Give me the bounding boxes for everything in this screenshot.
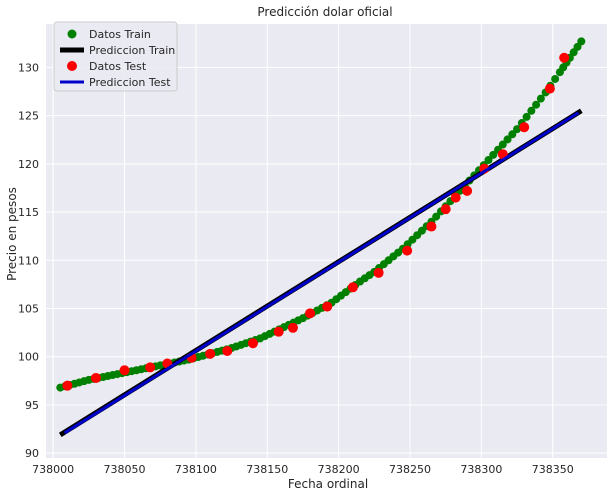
datos-test-point xyxy=(426,221,437,232)
datos-train-point xyxy=(551,74,560,83)
datos-train-point xyxy=(536,94,545,103)
datos-test-point xyxy=(247,338,258,349)
y-tick-label: 110 xyxy=(18,254,39,267)
legend-label-prediccion-train: Prediccion Train xyxy=(89,44,175,57)
datos-test-point xyxy=(205,348,216,359)
series-layer xyxy=(56,37,586,437)
y-tick-label: 130 xyxy=(18,61,39,74)
legend-marker-datos-train xyxy=(67,29,77,39)
x-tick-labels: 738000 738050 738100 738150 738200 738250 7383… xyxy=(32,463,574,476)
y-tick-label: 95 xyxy=(25,399,39,412)
datos-train-point xyxy=(484,155,493,164)
datos-train-point xyxy=(503,135,512,144)
datos-test-point xyxy=(62,380,73,391)
x-tick-label: 738150 xyxy=(246,463,288,476)
x-tick-label: 738300 xyxy=(460,463,502,476)
y-tick-label: 115 xyxy=(18,206,39,219)
y-tick-label: 125 xyxy=(18,110,39,123)
y-tick-label: 120 xyxy=(18,158,39,171)
datos-train-point xyxy=(527,106,536,115)
x-tick-label: 738050 xyxy=(104,463,146,476)
datos-test-point xyxy=(402,245,413,256)
datos-train-point xyxy=(522,112,531,121)
datos-test-point xyxy=(119,365,130,376)
x-tick-label: 738350 xyxy=(532,463,574,476)
chart-title: Predicción dolar oficial xyxy=(257,5,392,19)
x-tick-label: 738200 xyxy=(318,463,360,476)
x-tick-label: 738100 xyxy=(175,463,217,476)
legend-label-datos-train: Datos Train xyxy=(89,28,151,41)
datos-train-point xyxy=(513,125,522,134)
datos-train-point xyxy=(498,140,507,149)
datos-train-point xyxy=(508,130,517,139)
datos-test-point xyxy=(322,301,333,312)
datos-test-point xyxy=(305,308,316,319)
y-tick-label: 100 xyxy=(18,351,39,364)
legend-marker-datos-test xyxy=(67,61,77,71)
datos-test-point xyxy=(519,122,530,133)
datos-train-point xyxy=(489,150,498,159)
datos-train-point xyxy=(432,212,441,221)
y-tick-label: 90 xyxy=(25,447,39,460)
datos-test-point xyxy=(440,204,451,215)
datos-test-point xyxy=(373,267,384,278)
x-tick-label: 738250 xyxy=(389,463,431,476)
datos-test-series xyxy=(62,52,570,391)
datos-test-point xyxy=(222,345,233,356)
datos-test-point xyxy=(287,322,298,333)
legend-label-datos-test: Datos Test xyxy=(89,60,147,73)
datos-test-point xyxy=(347,282,358,293)
datos-test-point xyxy=(544,83,555,94)
datos-test-point xyxy=(90,372,101,383)
datos-test-point xyxy=(273,326,284,337)
y-axis-label: Precio en pesos xyxy=(5,187,19,281)
datos-train-point xyxy=(532,100,541,109)
datos-test-point xyxy=(462,185,473,196)
x-axis-label: Fecha ordinal xyxy=(288,477,368,491)
y-tick-labels: 90 95 100 105 110 115 120 125 130 xyxy=(18,61,39,460)
grid-layer xyxy=(46,24,607,458)
legend-label-prediccion-test: Prediccion Test xyxy=(89,76,171,89)
prediccion-test-line xyxy=(63,111,580,435)
legend: Datos Train Prediccion Train Datos Test … xyxy=(53,21,178,92)
datos-test-point xyxy=(450,192,461,203)
y-tick-label: 105 xyxy=(18,303,39,316)
x-tick-label: 738000 xyxy=(32,463,74,476)
datos-test-point xyxy=(145,362,156,373)
datos-test-point xyxy=(559,52,570,63)
datos-train-point xyxy=(577,37,586,46)
legend-box xyxy=(53,21,178,92)
